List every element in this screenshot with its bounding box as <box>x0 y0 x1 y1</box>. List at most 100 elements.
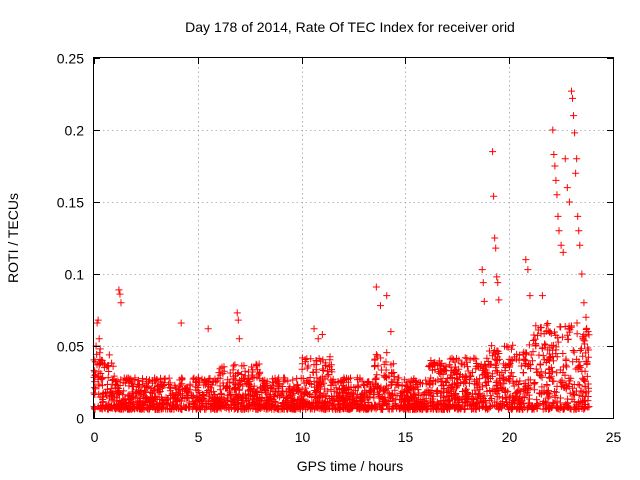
data-point <box>111 403 119 411</box>
data-point <box>451 404 459 412</box>
data-point <box>235 385 243 393</box>
data-point <box>522 256 530 264</box>
data-point <box>235 377 243 385</box>
data-point <box>573 330 581 338</box>
data-point <box>561 155 569 163</box>
data-point <box>462 379 470 387</box>
data-point <box>476 385 484 393</box>
data-point <box>501 367 509 375</box>
data-point <box>217 398 225 406</box>
data-point <box>115 404 123 412</box>
data-point <box>371 375 379 383</box>
data-point <box>298 365 306 373</box>
data-point <box>318 330 326 338</box>
data-point <box>410 375 418 383</box>
data-point <box>538 383 546 391</box>
data-point <box>425 379 433 387</box>
data-point <box>235 335 243 343</box>
data-point <box>267 385 275 393</box>
data-point <box>533 396 541 404</box>
data-point <box>533 405 541 413</box>
data-point <box>328 393 336 401</box>
data-point <box>91 358 99 366</box>
data-point <box>299 402 307 410</box>
data-point <box>428 402 436 410</box>
data-point <box>219 379 227 387</box>
data-point <box>475 404 483 412</box>
data-point <box>513 378 521 386</box>
data-point <box>119 401 127 409</box>
data-point <box>158 378 166 386</box>
data-point <box>336 400 344 408</box>
data-point <box>537 372 545 380</box>
data-point <box>246 383 254 391</box>
data-point <box>191 397 199 405</box>
data-point <box>383 374 391 382</box>
data-point <box>471 386 479 394</box>
data-point <box>487 392 495 400</box>
data-point <box>140 397 148 405</box>
data-point <box>487 360 495 368</box>
data-point <box>530 386 538 394</box>
data-point <box>525 391 533 399</box>
data-point <box>234 393 242 401</box>
data-point <box>372 351 380 359</box>
data-point <box>306 390 314 398</box>
data-point <box>320 379 328 387</box>
data-point <box>439 370 447 378</box>
data-point <box>546 350 554 358</box>
data-point <box>451 390 459 398</box>
data-point <box>429 380 437 388</box>
data-point <box>234 399 242 407</box>
data-point <box>345 404 353 412</box>
data-point <box>563 184 571 192</box>
data-point <box>370 394 378 402</box>
data-point <box>141 383 149 391</box>
data-point <box>226 369 234 377</box>
data-point <box>403 388 411 396</box>
data-point <box>468 390 476 398</box>
data-point <box>152 377 160 385</box>
data-point <box>438 405 446 413</box>
data-point <box>148 400 156 408</box>
data-point <box>546 365 554 373</box>
data-point <box>187 392 195 400</box>
data-point <box>580 299 588 307</box>
data-point <box>189 405 197 413</box>
data-point <box>473 381 481 389</box>
data-point <box>545 365 553 373</box>
data-point <box>539 344 547 352</box>
data-point <box>349 392 357 400</box>
data-point <box>558 333 566 341</box>
data-point <box>265 404 273 412</box>
data-point <box>97 375 105 383</box>
data-point <box>491 346 499 354</box>
data-point <box>518 405 526 413</box>
data-point <box>553 404 561 412</box>
data-point <box>481 379 489 387</box>
data-point <box>243 405 251 413</box>
data-point <box>374 362 382 370</box>
data-point <box>307 355 315 363</box>
data-point <box>461 372 469 380</box>
y-tick-label: 0.2 <box>65 123 85 139</box>
data-point <box>376 394 384 402</box>
data-point <box>400 394 408 402</box>
data-point <box>495 393 503 401</box>
data-point <box>550 377 558 385</box>
data-point <box>98 381 106 389</box>
data-point <box>447 371 455 379</box>
data-point <box>314 403 322 411</box>
data-point <box>419 380 427 388</box>
data-point <box>516 351 524 359</box>
data-point <box>520 369 528 377</box>
data-point <box>532 322 540 330</box>
data-point <box>506 392 514 400</box>
data-point <box>115 396 123 404</box>
data-point <box>493 273 501 281</box>
data-point <box>562 384 570 392</box>
data-point <box>321 385 329 393</box>
data-point <box>192 378 200 386</box>
data-point <box>543 321 551 329</box>
